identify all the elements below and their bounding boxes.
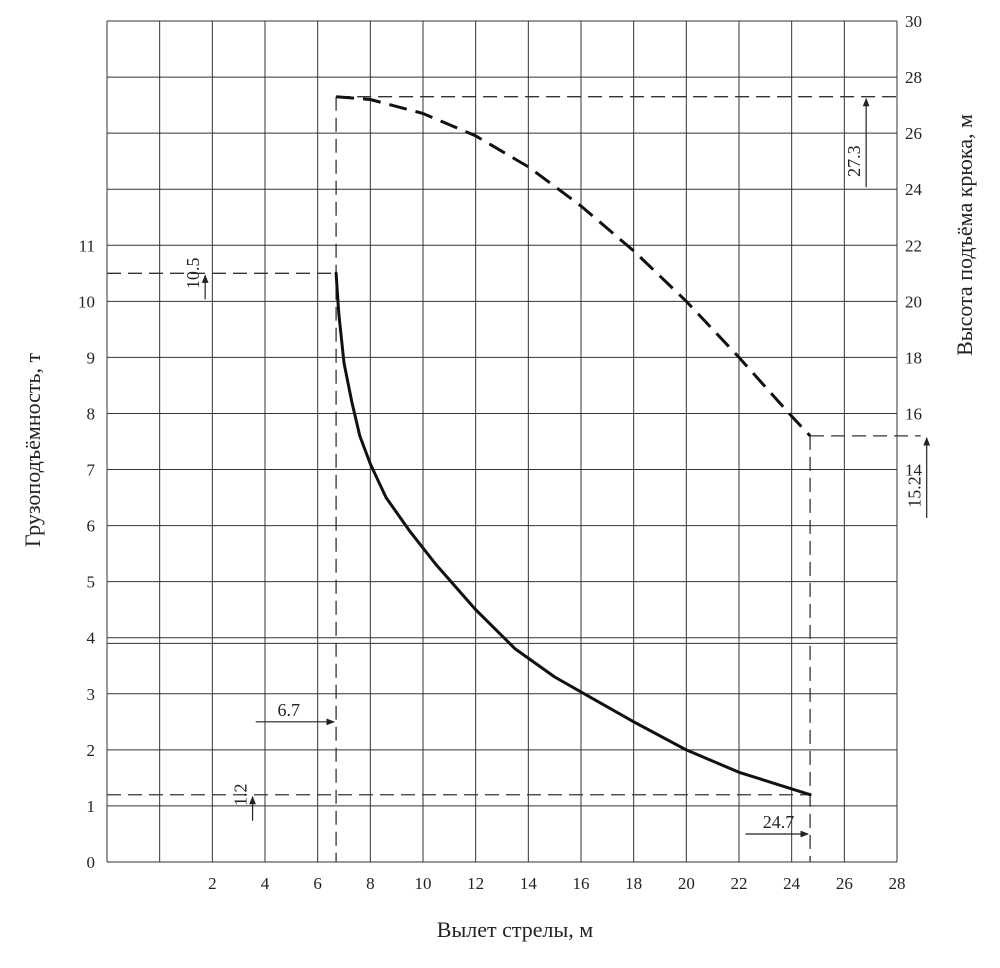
annotation-label: 15.2 [905, 476, 925, 508]
y-left-tick-label: 9 [87, 348, 96, 367]
series-load-capacity-line [334, 271, 812, 797]
dimension-annotation: 6.7 [255, 700, 335, 726]
annotation-label: 24.7 [763, 812, 795, 832]
annotations: 10.5 1.2 6.7 24.7 27.3 15.2 [183, 97, 931, 838]
dimension-annotation: 10.5 [183, 258, 209, 300]
y-left-tick-label: 6 [87, 517, 96, 536]
y-right-tick-label: 26 [905, 124, 922, 143]
x-tick-label: 14 [520, 874, 538, 893]
y-left-tick-label: 10 [78, 292, 95, 311]
x-tick-label: 28 [889, 874, 906, 893]
y-left-tick-label: 5 [87, 573, 96, 592]
y-right-tick-label: 20 [905, 292, 922, 311]
x-tick-label: 6 [313, 874, 322, 893]
grid [106, 20, 898, 863]
annotation-label: 27.3 [844, 145, 864, 177]
y-right-tick-label: 24 [905, 180, 923, 199]
series-layer [334, 95, 812, 797]
x-tick-label: 12 [467, 874, 484, 893]
dimension-annotation: 1.2 [231, 783, 256, 821]
x-tick-label: 10 [415, 874, 432, 893]
annotation-label: 1.2 [231, 783, 251, 806]
y-left-tick-label: 0 [87, 853, 96, 872]
y-right-tick-label: 28 [905, 68, 922, 87]
dimension-annotation: 27.3 [844, 97, 870, 188]
y-right-tick-label: 16 [905, 404, 922, 423]
x-tick-label: 22 [731, 874, 748, 893]
x-tick-label: 26 [836, 874, 853, 893]
x-tick-label: 2 [208, 874, 217, 893]
y-right-tick-label: 30 [905, 12, 922, 31]
series-hook-height-line [335, 95, 812, 437]
annotation-label: 10.5 [183, 258, 203, 290]
tick-labels: 2 4 6 8 10 12 14 16 18 20 22 24 26 280123456789101114… [78, 12, 923, 893]
x-tick-label: 16 [573, 874, 590, 893]
x-tick-label: 18 [625, 874, 642, 893]
annotation-label: 6.7 [277, 700, 300, 720]
y-right-tick-label: 18 [905, 348, 922, 367]
y-left-tick-label: 7 [87, 461, 96, 480]
y-left-tick-label: 1 [87, 797, 96, 816]
y-right-tick-label: 14 [905, 461, 923, 480]
dimension-annotation: 24.7 [745, 812, 809, 838]
reference-lines [107, 96, 921, 862]
x-tick-label: 8 [366, 874, 375, 893]
y-left-tick-label: 4 [87, 629, 96, 648]
y-right-tick-label: 22 [905, 236, 922, 255]
x-tick-label: 20 [678, 874, 695, 893]
y-left-tick-label: 3 [87, 685, 96, 704]
y-right-axis-title: Высота подъёма крюка, м [952, 114, 977, 356]
x-tick-label: 24 [783, 874, 801, 893]
y-left-tick-label: 11 [79, 236, 95, 255]
y-left-tick-label: 8 [87, 404, 96, 423]
y-left-tick-label: 2 [87, 741, 96, 760]
x-axis-title: Вылет стрелы, м [437, 917, 593, 942]
y-left-axis-title: Грузоподъёмность, т [20, 352, 45, 547]
dimension-annotation: 15.2 [905, 437, 931, 518]
x-tick-label: 4 [261, 874, 270, 893]
